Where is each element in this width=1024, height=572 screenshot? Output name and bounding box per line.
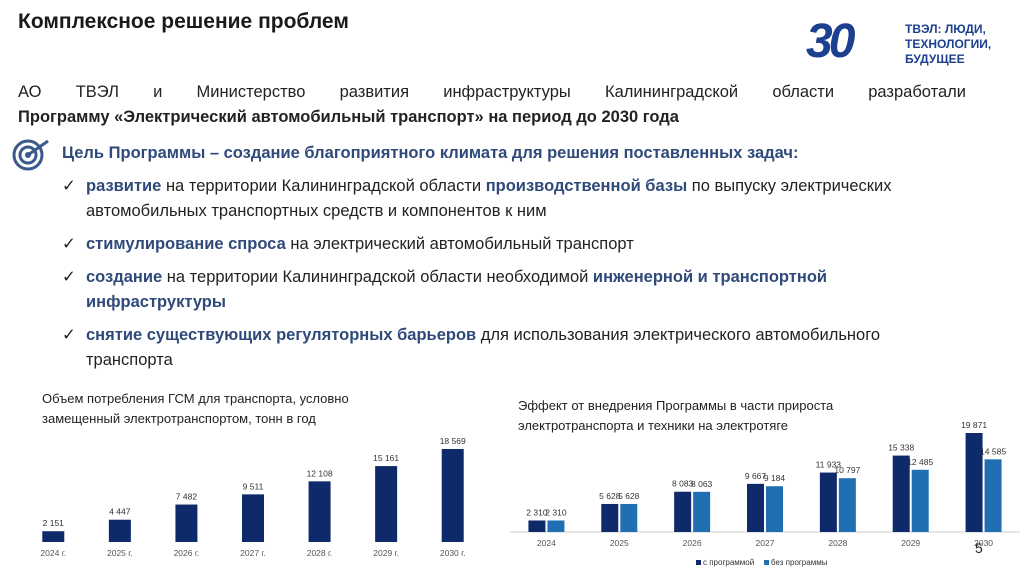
bullet-text: стимулирование спроса (86, 235, 286, 253)
bullet-text: на территории Калининградской области (161, 177, 486, 195)
page-number: 5 (975, 540, 983, 556)
value-label: 10 797 (834, 465, 860, 475)
value-label: 12 108 (307, 468, 333, 478)
value-label: 5 628 (618, 491, 640, 501)
chart-title: Эффект от внедрения Программы в части пр… (518, 398, 834, 413)
value-label: 9 667 (745, 471, 767, 481)
legend-label: без программы (771, 558, 828, 567)
value-label: 9 511 (243, 481, 264, 491)
bullet-text: на территории Калининградской области не… (162, 268, 593, 286)
x-tick-label: 2024 г. (40, 548, 66, 558)
bullet-text: для использования электрического автомоб… (86, 326, 881, 369)
logo-line: ТВЭЛ: ЛЮДИ, (905, 22, 986, 36)
bar (892, 455, 910, 532)
value-label: 11 933 (816, 460, 842, 470)
value-label: 4 447 (109, 507, 131, 517)
bullet: стимулирование спроса на электрический а… (62, 232, 892, 257)
bar (766, 486, 783, 532)
bullet-text: снятие существующих регуляторных барьеро… (86, 326, 477, 344)
x-tick-label: 2026 (683, 538, 702, 548)
value-label: 15 161 (373, 453, 399, 463)
value-label: 19 871 (961, 420, 987, 430)
bar (819, 472, 837, 532)
bar (175, 504, 198, 542)
x-tick-label: 2030 г. (440, 548, 466, 558)
bullet-text: производственной базы (485, 177, 688, 195)
x-tick-label: 2025 (610, 538, 629, 548)
value-label: 18 569 (440, 436, 466, 446)
bar (528, 520, 546, 532)
bar (42, 531, 65, 542)
intro: АО ТВЭЛ и Министерство развития инфрастр… (18, 80, 966, 130)
legend-swatch (764, 560, 769, 565)
chart: Эффект от внедрения Программы в части пр… (510, 398, 1020, 567)
bar (674, 491, 692, 532)
legend-label: с программой (703, 558, 754, 567)
value-label: 7 482 (176, 492, 198, 502)
intro-line: АО ТВЭЛ и Министерство развития инфрастр… (18, 83, 966, 101)
x-tick-label: 2030 (974, 538, 993, 548)
bullet-text: по выпуску электрических автомобильных т… (86, 177, 892, 220)
x-tick-label: 2027 г. (240, 548, 266, 558)
bar (911, 469, 929, 532)
bullet-text: инженерной и транспортной инфраструктуры (86, 268, 828, 311)
bullet-text: создание (86, 268, 163, 286)
bullet: развитие на территории Калининградской о… (62, 174, 892, 224)
bar (620, 503, 638, 532)
logo-text: ТВЭЛ: ЛЮДИ, ТЕХНОЛОГИИ, БУДУЩЕЕ (905, 22, 991, 67)
bullet: создание на территории Калининградской о… (62, 265, 892, 315)
bar (984, 459, 1002, 532)
bar (965, 433, 983, 532)
logo-mark: 30 (806, 15, 855, 68)
chart-title: замещенный электротранспортом, тонн в го… (42, 411, 316, 426)
intro-line: Программу «Электрический автомобильный т… (18, 108, 679, 126)
chart: Объем потребления ГСМ для транспорта, ус… (40, 391, 466, 558)
bullet: снятие существующих регуляторных барьеро… (62, 323, 892, 373)
bullet-text: развитие (86, 177, 162, 195)
bar (308, 481, 331, 542)
bar (601, 503, 619, 532)
goal: Цель Программы – создание благоприятного… (62, 144, 799, 162)
logo-line: БУДУЩЕЕ (905, 52, 965, 66)
bullet-list: развитие на территории Калининградской о… (62, 174, 892, 381)
value-label: 9 184 (764, 473, 786, 483)
value-label: 2 310 (545, 507, 567, 517)
value-label: 5 628 (599, 491, 621, 501)
bar (441, 449, 464, 542)
value-label: 15 338 (888, 443, 914, 453)
bar (747, 483, 764, 532)
value-label: 2 151 (43, 518, 65, 528)
x-tick-label: 2028 (828, 538, 847, 548)
legend-swatch (696, 560, 701, 565)
value-label: 8 063 (691, 479, 713, 489)
x-tick-label: 2028 г. (307, 548, 333, 558)
value-label: 2 310 (526, 507, 548, 517)
bar (693, 491, 711, 532)
value-label: 14 585 (980, 446, 1006, 456)
logo-line: ТЕХНОЛОГИИ, (905, 37, 992, 51)
chart-title: Объем потребления ГСМ для транспорта, ус… (42, 391, 349, 406)
x-tick-label: 2024 (537, 538, 556, 548)
x-tick-label: 2025 г. (107, 548, 133, 558)
bullet-text: на электрический автомобильный транспорт (285, 235, 634, 253)
bar (547, 520, 565, 532)
x-tick-label: 2029 (901, 538, 920, 548)
target-icon (12, 139, 49, 171)
value-label: 12 485 (907, 457, 933, 467)
slide-title: Комплексное решение проблем (18, 10, 349, 33)
bar (375, 466, 398, 542)
bar (838, 478, 856, 532)
x-tick-label: 2027 (756, 538, 775, 548)
chart-title: электротранспорта и техники на электротя… (518, 418, 788, 433)
value-label: 8 083 (672, 479, 694, 489)
x-tick-label: 2029 г. (373, 548, 399, 558)
x-tick-label: 2026 г. (174, 548, 200, 558)
bar (108, 519, 131, 542)
bar (242, 494, 264, 542)
